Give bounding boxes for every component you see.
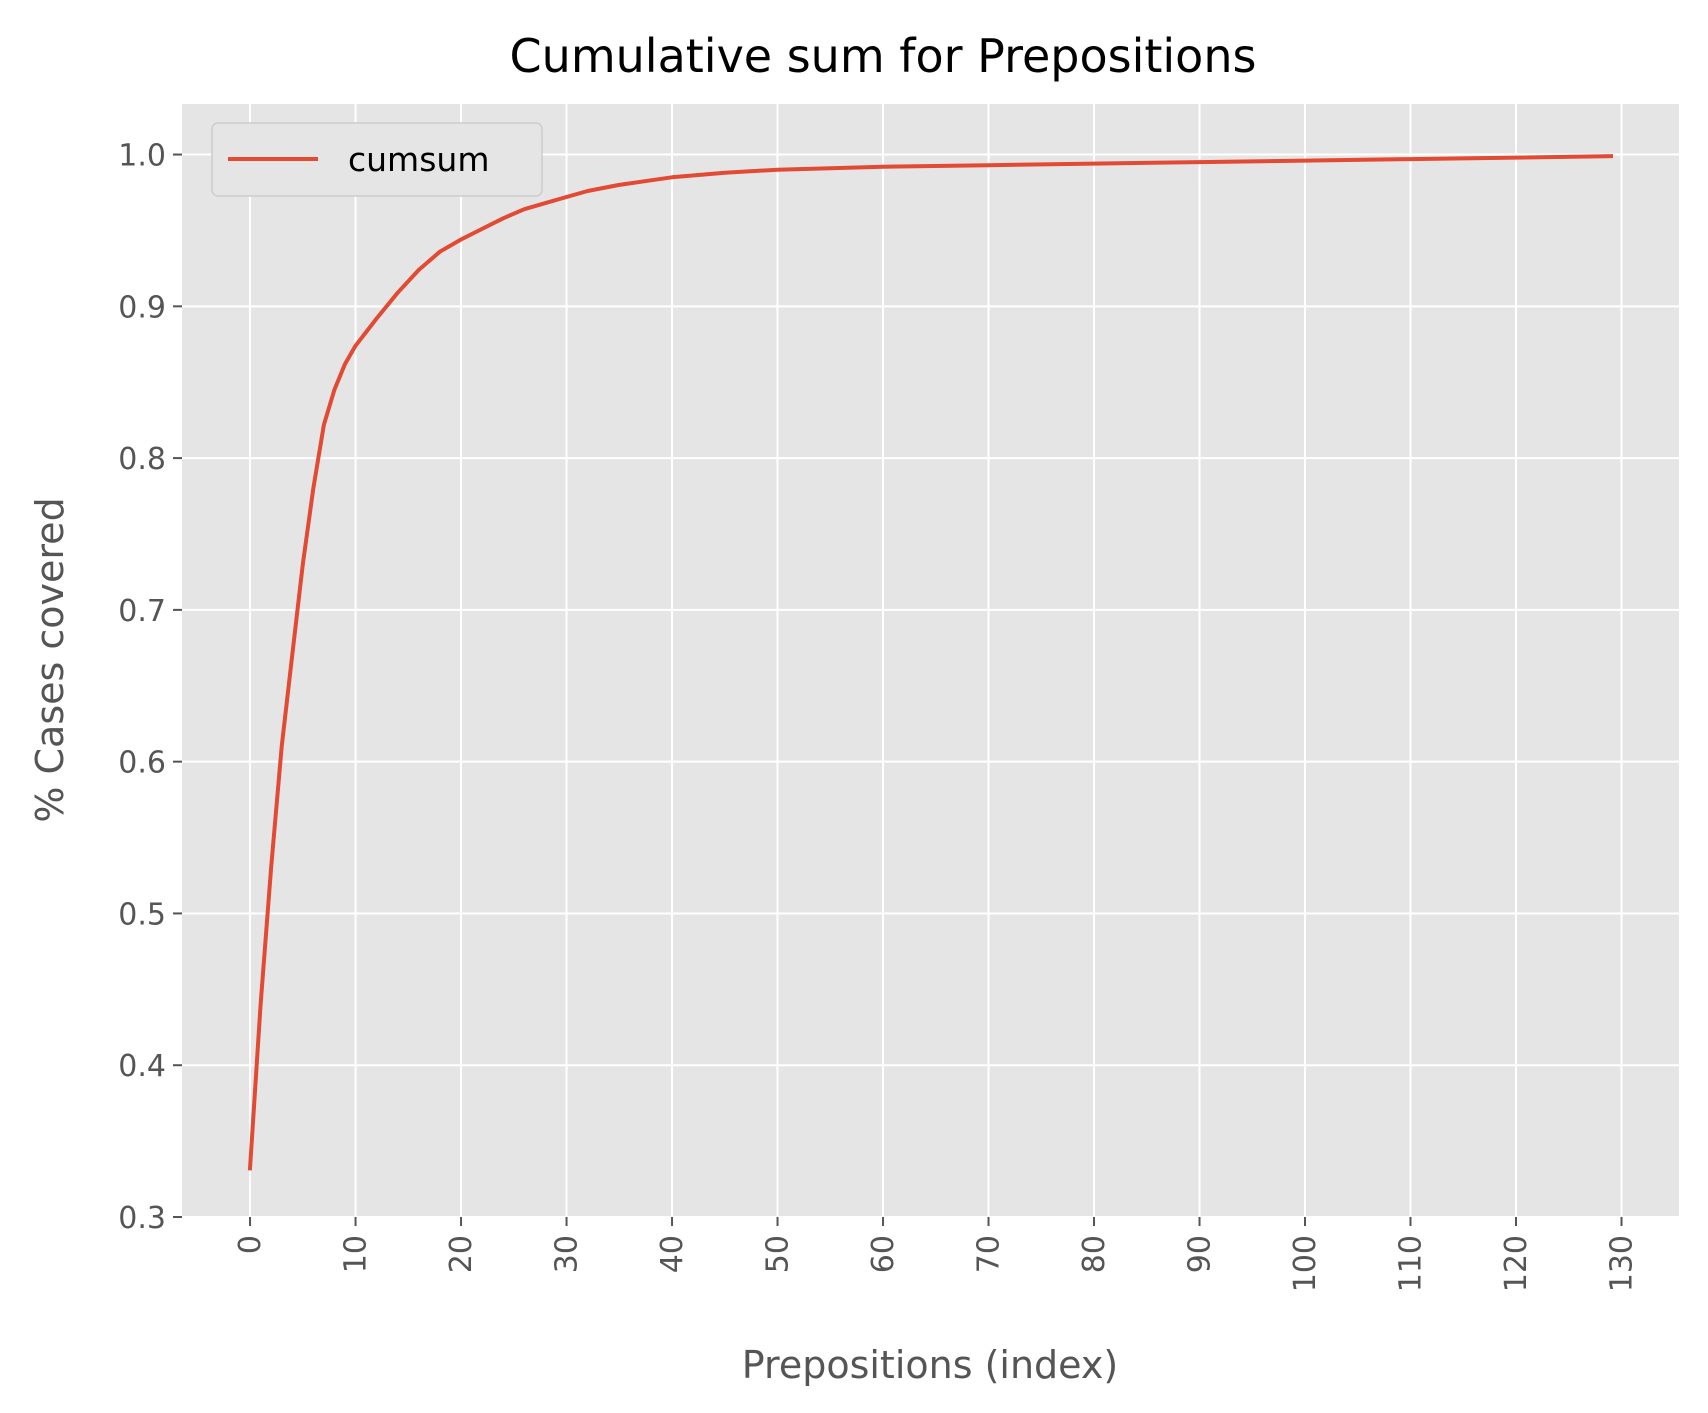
legend: cumsum — [211, 122, 543, 197]
plot-area — [182, 104, 1679, 1217]
x-tick-label: 10 — [339, 1235, 374, 1273]
grid-lines — [182, 104, 1679, 1218]
x-tick-label: 100 — [1288, 1235, 1323, 1292]
axis-ticks: 0 10 20 30 40 50 60 70 80 90 100 110 120 130 0.3 0.4 0.5… — [118, 139, 1639, 1293]
series-line-cumsum — [247, 154, 1614, 1171]
x-axis-label: Prepositions (index) — [742, 1343, 1118, 1387]
x-tick-label: 0 — [233, 1235, 268, 1254]
chart-title: Cumulative sum for Prepositions — [510, 29, 1257, 83]
x-tick-label: 40 — [655, 1235, 690, 1273]
y-tick-label: 0.6 — [118, 746, 166, 781]
x-tick-label: 110 — [1394, 1235, 1429, 1292]
y-tick-label: 1.0 — [118, 139, 166, 174]
x-tick-label: 20 — [444, 1235, 479, 1273]
x-tick-label: 50 — [761, 1235, 796, 1273]
legend-box — [211, 122, 543, 197]
y-tick-label: 0.7 — [118, 594, 166, 629]
x-tick-label: 90 — [1183, 1235, 1218, 1273]
y-tick-label: 0.3 — [118, 1201, 166, 1236]
x-tick-label: 60 — [866, 1235, 901, 1273]
x-tick-label: 80 — [1077, 1235, 1112, 1273]
y-axis-label: % Cases covered — [28, 497, 72, 822]
legend-label: cumsum — [348, 140, 489, 179]
x-tick-label: 120 — [1499, 1235, 1534, 1292]
x-tick-label: 30 — [550, 1235, 585, 1273]
y-tick-label: 0.5 — [118, 897, 166, 932]
x-tick-label: 70 — [972, 1235, 1007, 1273]
series-layer — [247, 154, 1614, 1171]
y-tick-label: 0.8 — [118, 442, 166, 477]
x-tick-label: 130 — [1605, 1235, 1640, 1292]
y-tick-label: 0.9 — [118, 290, 166, 325]
y-tick-label: 0.4 — [118, 1049, 166, 1084]
